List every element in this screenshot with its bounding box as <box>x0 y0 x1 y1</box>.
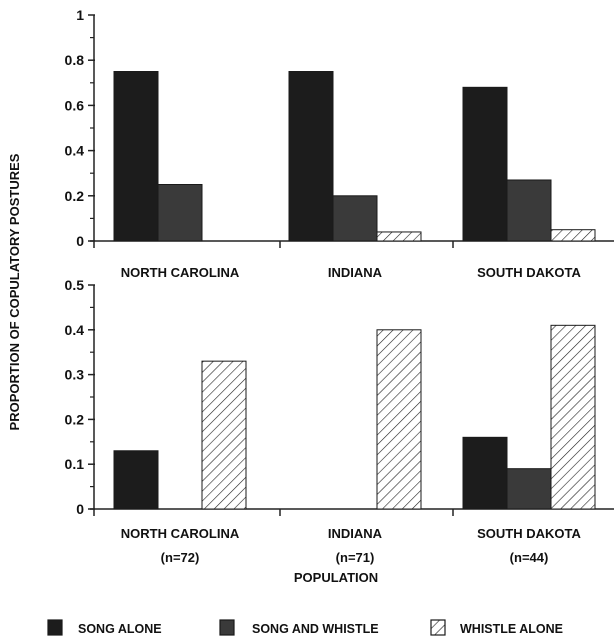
y-tick-label: 0.2 <box>65 411 85 427</box>
sample-size-label: (n=71) <box>336 550 375 565</box>
bar-whistle-alone-south-dakota <box>550 229 596 242</box>
bar-song-alone-north-carolina <box>113 71 159 242</box>
legend-label-song-alone: SONG ALONE <box>78 622 162 636</box>
category-label: SOUTH DAKOTA <box>477 265 581 280</box>
bar-song-and-whistle-north-carolina <box>157 184 203 242</box>
bar-song-and-whistle-south-dakota <box>506 468 552 510</box>
y-tick-label: 0.8 <box>65 52 85 68</box>
legend-label-song-and-whistle: SONG AND WHISTLE <box>252 622 379 636</box>
legend-label-whistle-alone: WHISTLE ALONE <box>460 622 563 636</box>
bar-song-alone-south-dakota <box>462 86 508 242</box>
y-tick-label: 0.5 <box>65 277 85 293</box>
category-label: INDIANA <box>328 265 383 280</box>
legend-swatch-whistle-alone <box>430 619 446 636</box>
sample-size-label: (n=72) <box>161 550 200 565</box>
y-tick-label: 0.1 <box>65 456 85 472</box>
category-label: SOUTH DAKOTA <box>477 526 581 541</box>
bar-whistle-alone-south-dakota <box>550 324 596 510</box>
category-label: NORTH CAROLINA <box>121 526 240 541</box>
bar-song-and-whistle-indiana <box>332 195 378 242</box>
y-tick-label: 0.2 <box>65 188 85 204</box>
category-label: INDIANA <box>328 526 383 541</box>
sample-size-label: (n=44) <box>510 550 549 565</box>
bar-song-alone-south-dakota <box>462 436 508 510</box>
y-tick-label: 0.3 <box>65 367 85 383</box>
x-axis-title: POPULATION <box>294 570 378 585</box>
y-tick-label: 0 <box>76 501 84 517</box>
bar-song-and-whistle-south-dakota <box>506 179 552 242</box>
y-axis-title: PROPORTION OF COPULATORY POSTURES <box>7 153 22 430</box>
bottom-panel: 0 0.1 0.2 0.3 0.4 0.5 NORTH CAROLINA (n=72) INDI… <box>65 277 614 565</box>
bar-song-alone-north-carolina <box>113 450 159 510</box>
y-tick-label: 0 <box>76 233 84 249</box>
top-panel: 0 0.2 0.4 0.6 0.8 1 NORTH CAROLINA INDIANA SOUTH… <box>65 7 614 280</box>
legend-swatch-song-and-whistle <box>219 619 235 636</box>
y-tick-label: 0.6 <box>65 97 85 113</box>
bar-whistle-alone-indiana <box>376 329 422 510</box>
bar-song-alone-indiana <box>288 71 334 242</box>
legend-swatch-song-alone <box>47 619 63 636</box>
legend: SONG ALONE SONG AND WHISTLE WHISTLE ALONE <box>47 619 563 636</box>
y-tick-label: 0.4 <box>65 322 85 338</box>
bar-whistle-alone-north-carolina <box>201 360 247 510</box>
bar-whistle-alone-indiana <box>376 231 422 242</box>
category-label: NORTH CAROLINA <box>121 265 240 280</box>
y-tick-label: 1 <box>76 7 84 23</box>
y-tick-label: 0.4 <box>65 143 85 159</box>
